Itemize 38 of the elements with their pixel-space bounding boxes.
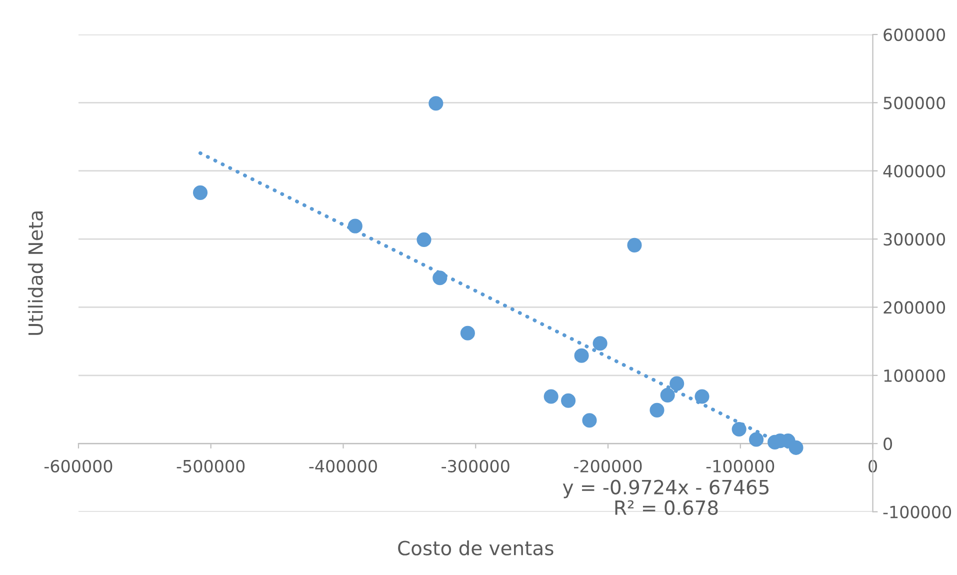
point [592,336,608,351]
y-tick-label: 500000 [884,96,946,110]
y-tick-label: 600000 [884,28,946,42]
annotation: R² = 0.678 [615,500,718,516]
point [544,389,558,404]
point [432,270,448,286]
x-tick-label: -500000 [176,460,245,472]
point [574,348,589,363]
point [650,402,664,418]
point [460,326,475,340]
point [561,393,576,408]
point [582,413,597,428]
y-axis-title: Utilidad Neta [28,211,43,335]
point [732,422,746,437]
y-tick-label: 400000 [883,164,946,178]
y-tick-label: 200000 [884,301,946,314]
x-tick-label: 0 [868,460,877,472]
x-tick-label: -300000 [442,460,510,472]
point [694,389,710,404]
point [192,185,208,200]
x-tick-label: -200000 [574,460,642,472]
point [428,96,444,111]
annotation: y = -0.9724x - 67465 [562,480,769,498]
y-tick-label: 300000 [884,233,946,246]
x-tick-label: -400000 [309,460,377,472]
y-tick-label: 0 [884,438,892,450]
y-tick-label: 100000 [884,369,946,382]
point [660,388,675,402]
x-tick-label: -100000 [706,460,774,472]
point [749,432,764,447]
y-tick-label: -100000 [883,506,952,518]
point [627,238,642,252]
x-tick-label: -600000 [44,460,112,472]
point [348,218,362,234]
point [416,232,432,247]
x-axis-title: Costo de ventas [398,540,554,556]
point [788,440,804,455]
point [670,376,684,391]
